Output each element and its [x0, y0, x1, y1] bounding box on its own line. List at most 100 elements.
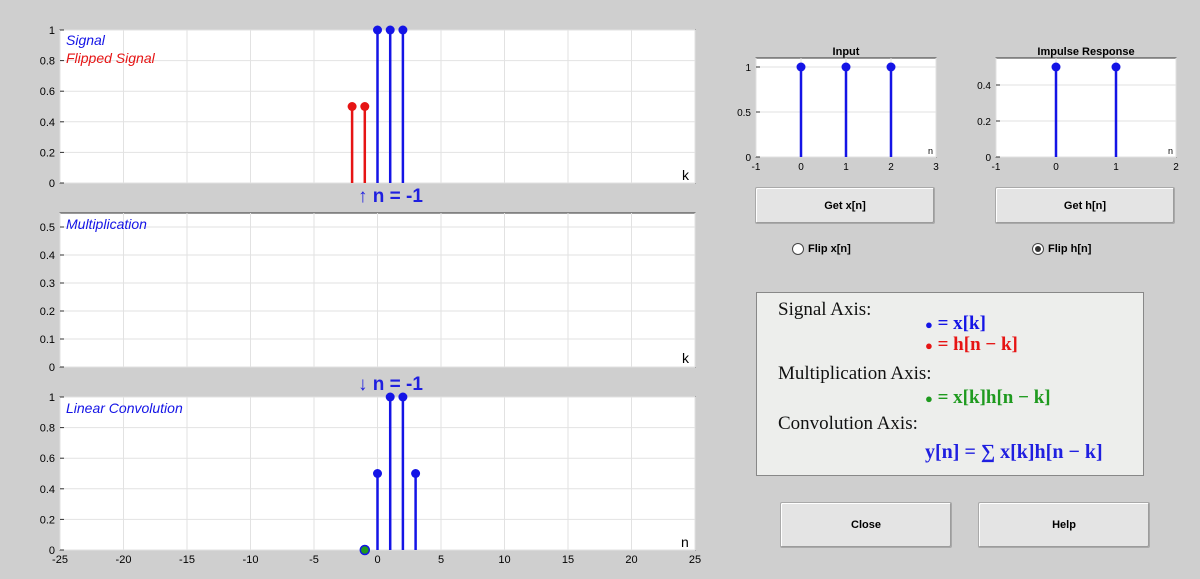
y-tick-label: 0: [745, 153, 751, 164]
x-tick-label: -25: [52, 554, 68, 566]
x-tick-label: 2: [888, 162, 894, 173]
help-button[interactable]: Help: [978, 502, 1150, 548]
y-tick-label: 0.4: [40, 484, 55, 496]
mult-eq: ● = x[k]h[n − k]: [925, 387, 1051, 409]
stem-marker: [398, 392, 408, 402]
convolution-axis: -25 -20 -15 -10 -5 0 5 10 15 20 25 0 0.2 0.4 0.6 0.8 1 L…: [40, 392, 701, 566]
bullet-blue: ●: [925, 317, 933, 332]
signal-eq-h: ● = h[n − k]: [925, 334, 1018, 356]
signal-legend-signal: Signal: [66, 32, 106, 48]
conv-eq: y[n] = ∑ x[k]h[n − k]: [925, 441, 1103, 463]
y-tick-label: 1: [49, 25, 55, 37]
flip-h-radio[interactable]: Flip h[n]: [1032, 243, 1091, 255]
x-tick-label: -20: [116, 554, 132, 566]
y-tick-label: 0.3: [40, 278, 55, 290]
stem-marker: [373, 25, 382, 35]
stem-marker: [841, 62, 851, 72]
stem-marker: [360, 102, 370, 111]
stem-marker: [796, 62, 806, 72]
stem-marker: [385, 25, 395, 35]
y-tick-label: 0: [49, 362, 55, 372]
mult-axis-plot: 0 0.1 0.2 0.3 0.4 0.5: [40, 213, 696, 372]
impulse-axis-plot: -1 0 1 200.20.4: [977, 58, 1179, 173]
signal-axis: 0 0.2 0.4 0.6 0.8 1 Signal Flipped Signal k: [40, 25, 696, 190]
x-tick-label: 0: [798, 162, 804, 173]
impulse-axis: Impulse Response -1 0 1 200.20.4 n: [977, 46, 1179, 173]
x-tick-label: -10: [243, 554, 259, 566]
x-tick-label: -1: [752, 162, 761, 173]
stem-marker: [1111, 62, 1121, 72]
y-tick-label: 0.4: [40, 117, 55, 129]
multiplication-axis: 0 0.1 0.2 0.3 0.4 0.5 Multiplication k: [40, 212, 696, 372]
y-tick-label: 0.6: [40, 453, 55, 465]
y-tick-label: 0.8: [40, 56, 55, 68]
x-tick-label: 5: [438, 554, 444, 566]
signal-eq-h-text: = h[n − k]: [937, 334, 1018, 355]
current-marker: [359, 544, 371, 556]
flip-h-radio-circle[interactable]: [1032, 243, 1044, 255]
conv-axis-header: Convolution Axis:: [778, 413, 918, 434]
x-tick-label: 3: [933, 162, 939, 173]
signal-axis-plot: 0 0.2 0.4 0.6 0.8 1: [40, 25, 696, 190]
x-tick-label: 20: [625, 554, 637, 566]
x-tick-label: 25: [689, 554, 701, 566]
mult-eq-text: = x[k]h[n − k]: [937, 387, 1051, 408]
close-button[interactable]: Close: [780, 502, 952, 548]
stem-marker: [385, 392, 395, 402]
signal-eq-x-text: = x[k]: [937, 313, 986, 334]
signal-legend-flipped: Flipped Signal: [66, 50, 156, 66]
bullet-red: ●: [925, 338, 933, 353]
conv-axis-plot: -25 -20 -15 -10 -5 0 5 10 15 20 25 0 0.2 0.4 0.6 0.8 1: [40, 392, 701, 566]
y-tick-label: 0.2: [40, 147, 55, 159]
y-tick-label: 1: [745, 63, 751, 74]
mult-axis-header: Multiplication Axis:: [778, 363, 932, 384]
indicator-down: ↓ n = -1: [358, 374, 423, 395]
y-tick-label: 0.5: [40, 222, 55, 234]
get-h-button[interactable]: Get h[n]: [995, 187, 1175, 224]
flip-x-radio[interactable]: Flip x[n]: [792, 243, 851, 255]
x-tick-label: 0: [374, 554, 380, 566]
x-tick-label: 1: [843, 162, 849, 173]
y-tick-label: 0.4: [40, 250, 55, 262]
y-tick-label: 0.6: [40, 86, 55, 98]
legend-panel: Signal Axis: ● = x[k] ● = h[n − k] Multi…: [756, 292, 1144, 476]
signal-eq-x: ● = x[k]: [925, 313, 986, 335]
y-tick-label: 0.2: [977, 117, 991, 128]
y-tick-label: 0.2: [40, 514, 55, 526]
impulse-xlabel: n: [1168, 146, 1173, 156]
x-tick-label: 15: [562, 554, 574, 566]
stem-marker: [347, 102, 357, 111]
y-tick-label: 0.5: [737, 108, 751, 119]
y-tick-label: 0.1: [40, 334, 55, 346]
y-tick-label: 0: [49, 545, 55, 557]
y-tick-label: 0.2: [40, 306, 55, 318]
impulse-axis-bg: [995, 57, 1177, 158]
x-tick-label: 1: [1113, 162, 1119, 173]
y-tick-label: 1: [49, 392, 55, 404]
y-tick-label: 0: [985, 153, 991, 164]
x-tick-label: -5: [309, 554, 319, 566]
x-tick-label: 0: [1053, 162, 1059, 173]
signal-axis-header: Signal Axis:: [778, 299, 872, 320]
mult-legend: Multiplication: [66, 216, 147, 232]
x-tick-label: -1: [992, 162, 1001, 173]
stem-marker: [373, 469, 382, 478]
conv-legend: Linear Convolution: [66, 400, 183, 416]
y-tick-label: 0.8: [40, 423, 55, 435]
impulse-title: Impulse Response: [1037, 46, 1134, 58]
x-tick-label: -15: [179, 554, 195, 566]
indicator-up: ↑ n = -1: [358, 186, 423, 207]
y-tick-label: 0: [49, 178, 55, 190]
mult-xlabel: k: [682, 350, 690, 366]
get-x-button[interactable]: Get x[n]: [755, 187, 935, 224]
flip-x-radio-circle[interactable]: [792, 243, 804, 255]
input-title: Input: [833, 46, 860, 58]
x-tick-label: 2: [1173, 162, 1179, 173]
flip-h-label: Flip h[n]: [1048, 243, 1092, 255]
flip-x-label: Flip x[n]: [808, 243, 851, 255]
y-tick-label: 0.4: [977, 81, 991, 92]
stem-marker: [1051, 62, 1061, 72]
bullet-green: ●: [925, 391, 933, 406]
signal-xlabel: k: [682, 167, 690, 183]
input-xlabel: n: [928, 146, 933, 156]
